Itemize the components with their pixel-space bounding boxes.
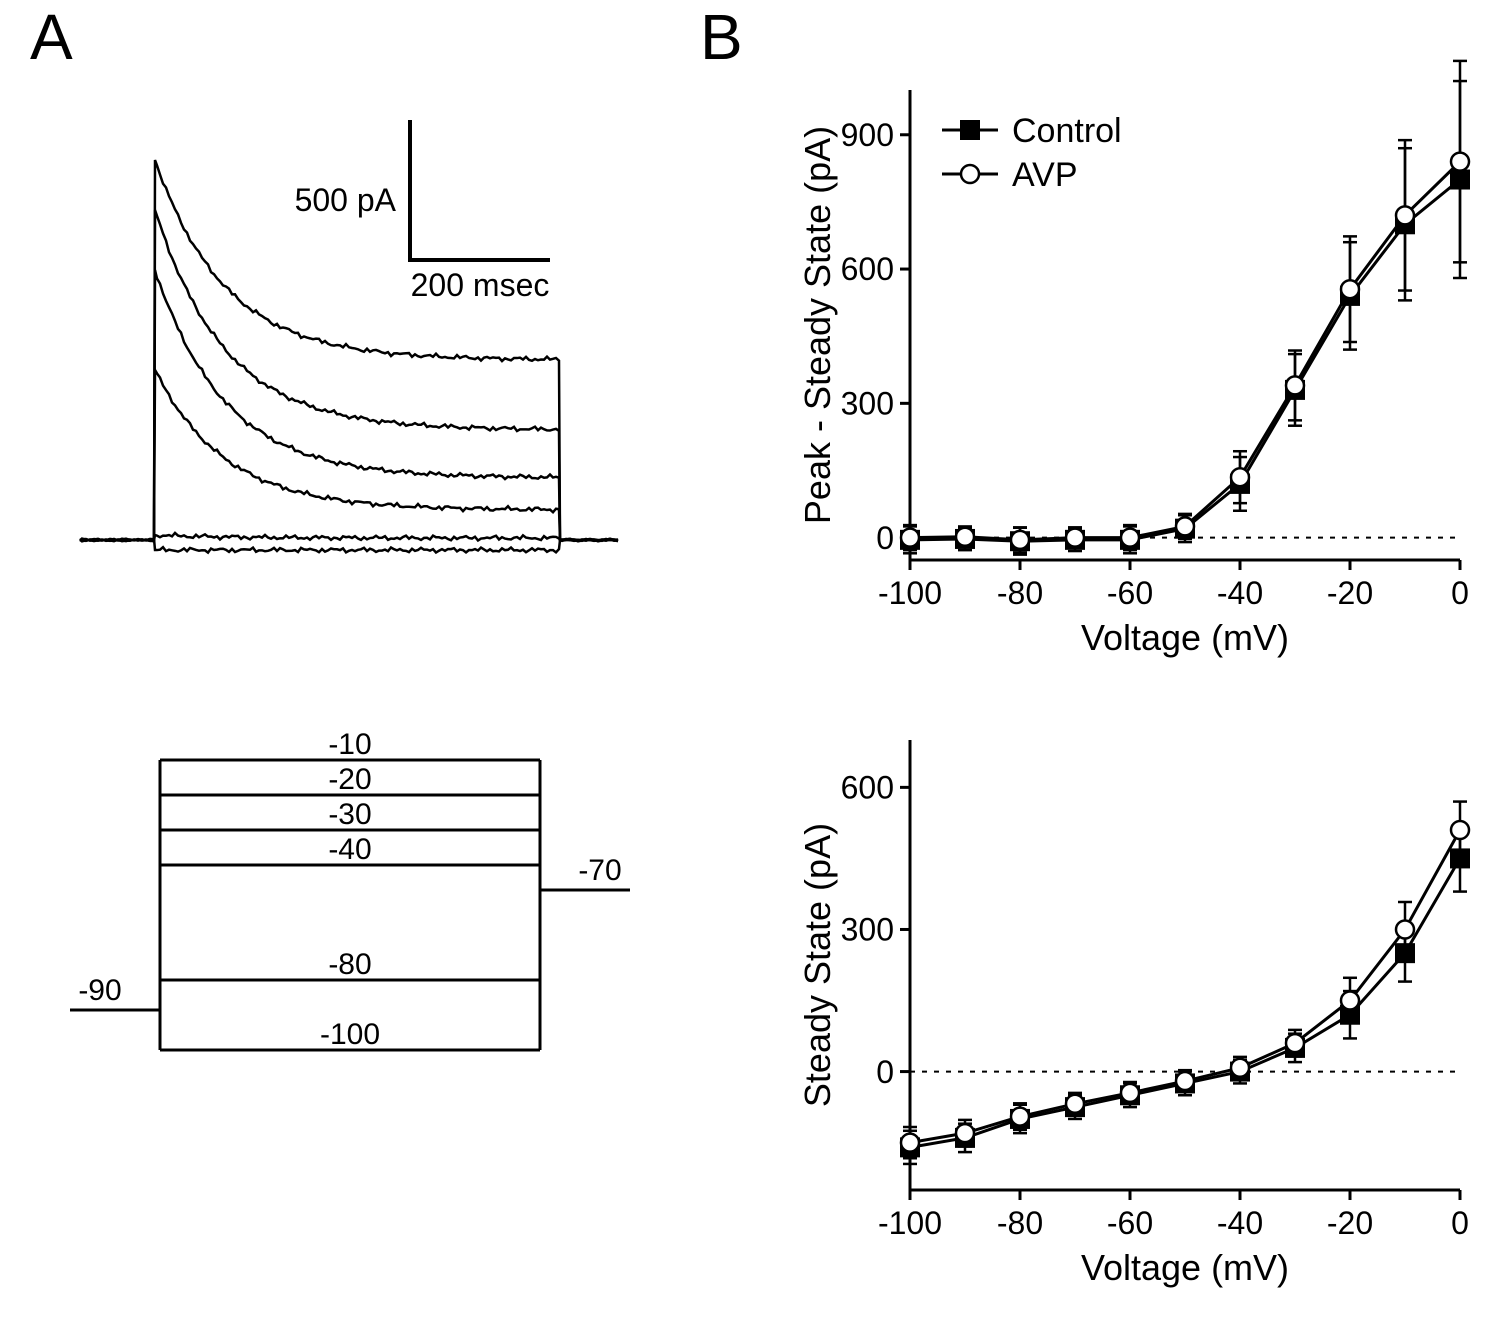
marker-circle (1286, 1034, 1304, 1052)
marker-circle (1066, 529, 1084, 547)
y-tick-label: 900 (841, 117, 894, 153)
marker-circle (1066, 1095, 1084, 1113)
series-line (910, 858, 1460, 1147)
marker-circle (1396, 206, 1414, 224)
x-tick-label: -100 (878, 1205, 942, 1241)
marker-circle (956, 528, 974, 546)
marker-circle (901, 1134, 919, 1152)
panel-label-a: A (30, 0, 73, 74)
x-tick-label: -100 (878, 575, 942, 611)
protocol-step-label: -100 (320, 1018, 380, 1051)
chart-steady-state: -100-80-60-40-2000300600Voltage (mV)Stea… (780, 720, 1480, 1280)
x-tick-label: -40 (1217, 575, 1263, 611)
y-tick-label: 0 (876, 1054, 894, 1090)
marker-circle (1231, 1059, 1249, 1077)
scalebar-x-label: 200 msec (411, 267, 550, 303)
protocol-post-label: -70 (578, 854, 621, 887)
current-trace (80, 539, 618, 553)
marker-circle (1121, 1084, 1139, 1102)
marker-circle (1341, 280, 1359, 298)
marker-circle (961, 165, 979, 183)
x-tick-label: -80 (997, 575, 1043, 611)
marker-circle (1396, 920, 1414, 938)
protocol-step-label: -10 (328, 728, 371, 761)
protocol-step-label: -80 (328, 948, 371, 981)
panel-a-traces: 500 pA 200 msec (70, 80, 630, 640)
scalebar-y-label: 500 pA (295, 182, 397, 218)
marker-circle (901, 529, 919, 547)
marker-square (961, 121, 979, 139)
marker-circle (1341, 992, 1359, 1010)
scalebar (410, 120, 550, 260)
x-tick-label: -20 (1327, 575, 1373, 611)
x-tick-label: -40 (1217, 1205, 1263, 1241)
marker-circle (1231, 468, 1249, 486)
protocol-step-label: -20 (328, 763, 371, 796)
y-axis-label: Steady State (pA) (797, 823, 838, 1107)
marker-circle (1176, 1072, 1194, 1090)
y-tick-label: 300 (841, 912, 894, 948)
marker-circle (956, 1124, 974, 1142)
x-tick-label: -60 (1107, 1205, 1153, 1241)
figure-root: A B 500 pA200 msec -90-10-20-30-40-80-10… (0, 0, 1500, 1321)
legend-label: Control (1012, 112, 1122, 150)
marker-circle (1011, 1108, 1029, 1126)
x-tick-label: -80 (997, 1205, 1043, 1241)
current-trace (80, 370, 618, 541)
x-tick-label: 0 (1451, 575, 1469, 611)
panel-a-protocol: -90 -10-20-30-40 -80 -100 -70 (70, 720, 630, 1140)
marker-circle (1176, 517, 1194, 535)
marker-circle (1451, 821, 1469, 839)
current-trace (80, 533, 618, 541)
x-tick-label: 0 (1451, 1205, 1469, 1241)
axes (910, 90, 1460, 560)
marker-circle (1451, 153, 1469, 171)
series-line (910, 162, 1460, 540)
marker-circle (1011, 531, 1029, 549)
y-axis-label: Peak - Steady State (pA) (797, 126, 838, 524)
legend-label: AVP (1012, 156, 1078, 194)
x-axis-label: Voltage (mV) (1081, 1247, 1289, 1288)
x-axis-label: Voltage (mV) (1081, 617, 1289, 658)
marker-circle (1286, 376, 1304, 394)
panel-label-b: B (700, 0, 743, 74)
x-tick-label: -20 (1327, 1205, 1373, 1241)
protocol-pre-label: -90 (78, 974, 121, 1007)
protocol-step-label: -30 (328, 798, 371, 831)
x-tick-label: -60 (1107, 575, 1153, 611)
y-tick-label: 0 (876, 520, 894, 556)
protocol-step-label: -40 (328, 833, 371, 866)
y-tick-label: 300 (841, 386, 894, 422)
series-line (910, 180, 1460, 542)
chart-peak-minus-steady: -100-80-60-40-2000300600900Voltage (mV)P… (780, 60, 1480, 650)
y-tick-label: 600 (841, 251, 894, 287)
y-tick-label: 600 (841, 770, 894, 806)
marker-circle (1121, 529, 1139, 547)
